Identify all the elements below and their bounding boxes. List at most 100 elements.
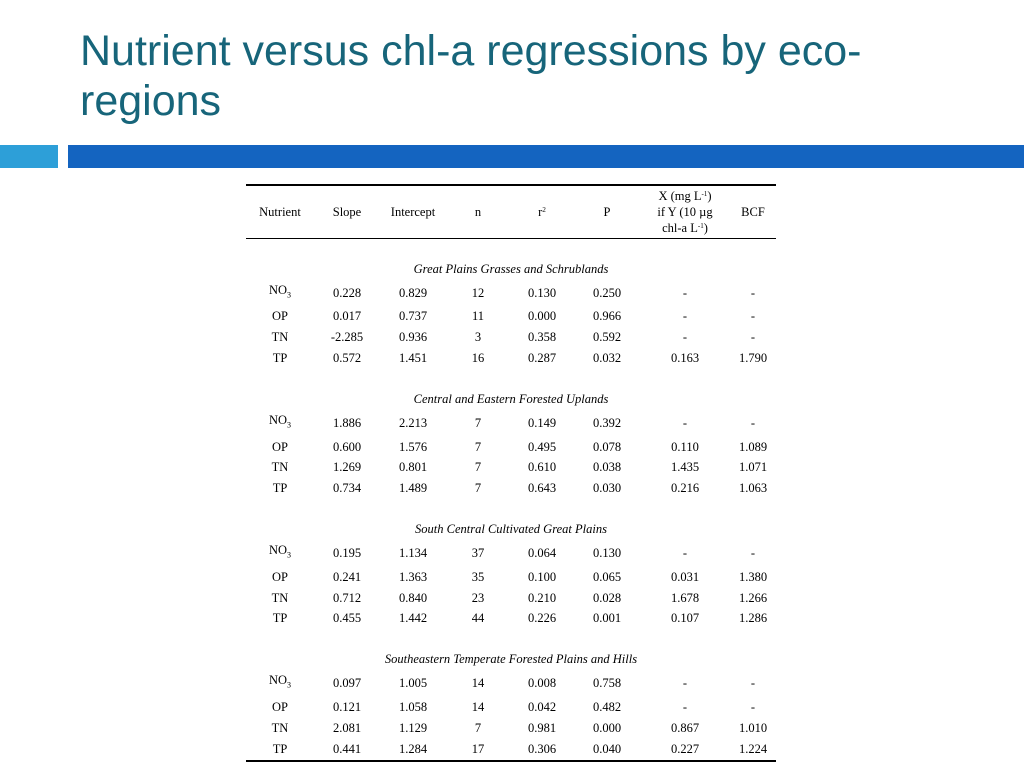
cell-r2: 0.210: [527, 590, 557, 605]
cell-p: 0.078: [592, 439, 622, 454]
header-intercept: Intercept: [380, 186, 446, 239]
cell-x: -: [682, 415, 688, 430]
cell-p: 0.130: [592, 546, 622, 560]
cell-r2: 0.100: [527, 569, 557, 584]
cell-p: 0.028: [592, 590, 622, 605]
slide-title: Nutrient versus chl-a regressions by eco…: [80, 27, 862, 125]
cell-intercept: 0.801: [398, 460, 428, 475]
header-x-line1-b: ): [707, 189, 712, 203]
cell-intercept: 1.489: [398, 481, 428, 496]
cell-x: -: [682, 676, 688, 691]
cell-bcf: -: [750, 415, 756, 430]
table-row: NO3 1.886 2.213 7 0.149 0.392 - -: [246, 410, 776, 436]
cell-p: 0.065: [592, 569, 622, 584]
cell-slope: 1.886: [332, 415, 362, 430]
cell-x: -: [682, 309, 688, 324]
cell-n: 7: [474, 720, 482, 735]
cell-n: 16: [471, 351, 485, 366]
cell-nutrient: TN: [246, 457, 314, 478]
nutrient-name: OP: [272, 439, 288, 454]
spacer-cell: [246, 239, 776, 260]
header-x-line3-a: chl-a L: [662, 221, 698, 235]
nutrient-name: OP: [272, 699, 288, 714]
table-row: OP 0.017 0.737 11 0.000 0.966 - -: [246, 306, 776, 327]
group-spacer: [246, 629, 776, 649]
nutrient-name: TP: [272, 481, 288, 496]
cell-p: 0.032: [592, 351, 622, 366]
cell-r2: 0.495: [527, 439, 557, 454]
cell-nutrient: TP: [246, 608, 314, 629]
cell-r2: 0.287: [527, 351, 557, 366]
group-heading-row: Southeastern Temperate Forested Plains a…: [246, 649, 776, 670]
cell-intercept: 1.129: [398, 720, 428, 735]
header-r2-base: r: [538, 205, 543, 219]
cell-n: 14: [471, 699, 485, 714]
cell-x: -: [682, 699, 688, 714]
cell-bcf: 1.063: [738, 481, 768, 496]
cell-x: 1.435: [670, 460, 700, 475]
table-row: NO3 0.228 0.829 12 0.130 0.250 - -: [246, 280, 776, 306]
nutrient-subscript: 3: [287, 420, 292, 430]
cell-r2: 0.226: [527, 611, 557, 626]
header-x-line2: if Y (10 µg: [657, 205, 713, 219]
cell-intercept: 1.442: [398, 611, 428, 626]
cell-x: 1.678: [670, 590, 700, 605]
cell-r2: 0.149: [527, 415, 557, 430]
table-row: OP 0.121 1.058 14 0.042 0.482 - -: [246, 697, 776, 718]
nutrient-subscript: 3: [287, 550, 292, 560]
cell-bcf: 1.224: [738, 741, 768, 756]
cell-nutrient: NO3: [246, 410, 314, 436]
header-r2-sup: 2: [542, 206, 546, 214]
cell-r2: 0.130: [527, 285, 557, 300]
cell-n: 12: [471, 285, 485, 300]
cell-slope: -2.285: [330, 330, 364, 345]
table-row: TN -2.285 0.936 3 0.358 0.592 - -: [246, 327, 776, 348]
nutrient-name: NO: [268, 283, 288, 297]
cell-n: 14: [471, 676, 485, 691]
cell-intercept: 1.134: [398, 546, 428, 560]
cell-x: 0.107: [670, 611, 700, 626]
cell-intercept: 1.058: [398, 699, 428, 714]
cell-intercept: 2.213: [398, 415, 428, 430]
cell-r2: 0.643: [527, 481, 557, 496]
nutrient-subscript: 3: [287, 680, 292, 690]
table-row: TN 2.081 1.129 7 0.981 0.000 0.867 1.010: [246, 718, 776, 739]
table-row: TP 0.572 1.451 16 0.287 0.032 0.163 1.790: [246, 348, 776, 369]
cell-slope: 2.081: [332, 720, 362, 735]
cell-bcf: -: [750, 285, 756, 300]
header-r2: r2: [510, 186, 574, 239]
cell-nutrient: OP: [246, 306, 314, 327]
cell-x: -: [682, 330, 688, 345]
header-x-line1-a: X (mg L: [658, 189, 702, 203]
cell-slope: 0.572: [332, 351, 362, 366]
group-spacer: [246, 499, 776, 519]
cell-x: -: [682, 546, 688, 560]
cell-slope: 0.600: [332, 439, 362, 454]
cell-intercept: 0.737: [398, 309, 428, 324]
cell-bcf: 1.790: [738, 351, 768, 366]
cell-intercept: 1.576: [398, 439, 428, 454]
cell-bcf: 1.286: [738, 611, 768, 626]
cell-bcf: 1.010: [738, 720, 768, 735]
cell-slope: 0.121: [332, 699, 362, 714]
header-x-line1: X (mg L-1): [640, 188, 730, 204]
cell-intercept: 1.363: [398, 569, 428, 584]
group-spacer: [246, 369, 776, 389]
header-x-line3-sup: -1: [697, 222, 704, 230]
cell-n: 11: [471, 309, 485, 324]
table-row: TP 0.441 1.284 17 0.306 0.040 0.227 1.224: [246, 739, 776, 760]
regression-table-container: Nutrient Slope Intercept n r2 P X (mg L-…: [246, 184, 776, 762]
regression-table: Nutrient Slope Intercept n r2 P X (mg L-…: [246, 186, 776, 760]
cell-n: 44: [471, 611, 485, 626]
cell-n: 7: [474, 415, 482, 430]
cell-p: 0.000: [592, 720, 622, 735]
header-p: P: [574, 186, 640, 239]
nutrient-name: NO: [268, 543, 288, 558]
cell-nutrient: TN: [246, 588, 314, 609]
table-row: OP 0.600 1.576 7 0.495 0.078 0.110 1.089: [246, 437, 776, 458]
cell-slope: 1.269: [332, 460, 362, 475]
cell-x: -: [682, 285, 688, 300]
cell-x: 0.227: [670, 741, 700, 756]
spacer-cell: [246, 369, 776, 389]
table-row: TN 1.269 0.801 7 0.610 0.038 1.435 1.071: [246, 457, 776, 478]
